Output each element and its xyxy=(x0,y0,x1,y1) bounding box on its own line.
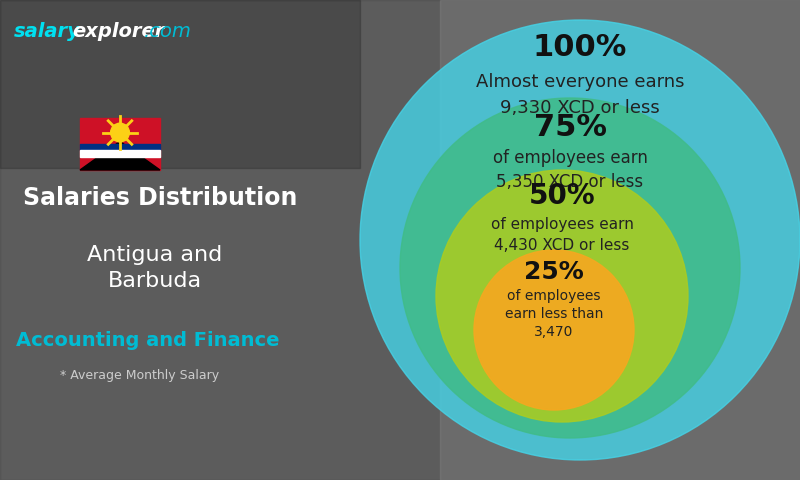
Text: of employees: of employees xyxy=(507,289,601,303)
Polygon shape xyxy=(80,142,160,170)
Text: of employees earn: of employees earn xyxy=(490,216,634,231)
Text: Antigua and
Barbuda: Antigua and Barbuda xyxy=(87,245,222,291)
Text: of employees earn: of employees earn xyxy=(493,149,647,167)
Text: explorer: explorer xyxy=(72,22,164,41)
Text: .com: .com xyxy=(144,22,192,41)
Text: 5,350 XCD or less: 5,350 XCD or less xyxy=(497,173,643,191)
Circle shape xyxy=(400,98,740,438)
Text: 50%: 50% xyxy=(529,182,595,210)
Circle shape xyxy=(474,250,634,410)
Text: Accounting and Finance: Accounting and Finance xyxy=(16,331,280,349)
Circle shape xyxy=(436,170,688,422)
Text: Almost everyone earns: Almost everyone earns xyxy=(476,73,684,91)
Text: 100%: 100% xyxy=(533,34,627,62)
Bar xyxy=(80,118,160,170)
Text: salary: salary xyxy=(14,22,81,41)
Bar xyxy=(80,144,160,150)
Bar xyxy=(440,0,800,480)
Bar xyxy=(0,0,360,168)
Circle shape xyxy=(360,20,800,460)
Text: Salaries Distribution: Salaries Distribution xyxy=(23,186,297,210)
Text: 3,470: 3,470 xyxy=(534,325,574,339)
Text: * Average Monthly Salary: * Average Monthly Salary xyxy=(61,370,219,383)
Text: 75%: 75% xyxy=(534,113,606,143)
Text: 9,330 XCD or less: 9,330 XCD or less xyxy=(500,99,660,117)
Text: 25%: 25% xyxy=(524,260,584,284)
Bar xyxy=(80,150,160,157)
Circle shape xyxy=(110,123,130,142)
Text: 4,430 XCD or less: 4,430 XCD or less xyxy=(494,238,630,252)
Text: earn less than: earn less than xyxy=(505,307,603,321)
